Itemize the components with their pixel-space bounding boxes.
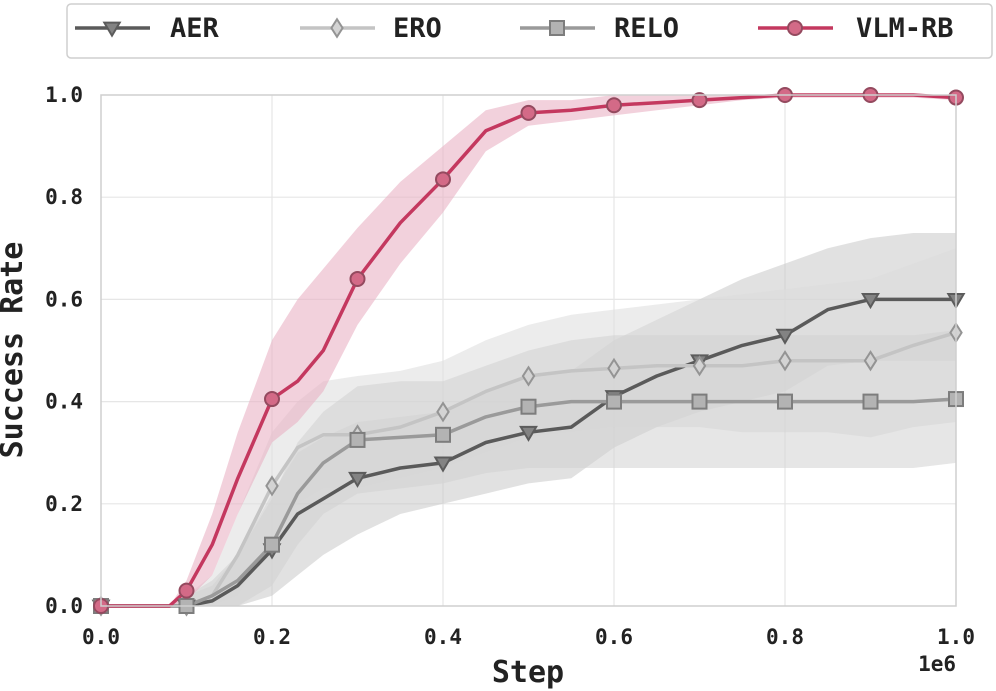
relo-marker: [435, 426, 451, 443]
legend-marker-vlm-rb: [787, 20, 803, 36]
legend-label-aer: AER: [170, 13, 220, 44]
legend-entry-aer: AER: [75, 13, 220, 44]
x-tick-label: 1.0: [937, 625, 975, 649]
vlm-rb-marker: [178, 582, 195, 599]
relo-marker: [264, 536, 280, 553]
y-tick-label: 0.6: [45, 287, 83, 311]
ero-marker: [436, 401, 450, 423]
y-tick-label: 0.8: [45, 185, 83, 209]
relo-confidence-band: [101, 330, 956, 606]
y-axis-label: Success Rate: [0, 242, 30, 459]
relo-marker: [862, 393, 879, 410]
plot-frame: [100, 94, 957, 607]
x-axis-label: Step: [492, 655, 564, 690]
legend: AER ERO RELO VLM-RB: [66, 3, 993, 59]
x-tick-label: 0.2: [253, 625, 291, 649]
ero-marker: [521, 365, 536, 387]
x-axis-multiplier: 1e6: [918, 652, 956, 676]
vlm-rb-marker: [435, 171, 451, 188]
legend-label-ero: ERO: [393, 13, 442, 44]
vlm-rb-marker: [691, 92, 708, 109]
relo-marker: [520, 398, 537, 415]
legend-marker-ero: [330, 17, 344, 39]
legend-label-vlm-rb: VLM-RB: [856, 13, 954, 44]
ero-marker: [692, 355, 707, 377]
ero-marker: [607, 357, 621, 379]
aer-marker: [348, 471, 367, 488]
vlm-rb-marker: [606, 97, 622, 114]
aer-marker: [519, 425, 538, 442]
aer-marker: [861, 293, 880, 310]
plot-area: [91, 87, 966, 617]
legend-entry-relo: RELO: [520, 13, 679, 44]
legend-label-relo: RELO: [614, 13, 679, 44]
ero-marker: [778, 350, 792, 372]
relo-marker: [349, 431, 366, 448]
ero-marker: [265, 475, 279, 497]
y-tick-label: 0.0: [45, 594, 83, 618]
aer-marker: [775, 328, 795, 345]
vlm-rb-confidence-band: [101, 95, 956, 606]
ero-marker: [863, 350, 878, 372]
vlm-rb-marker: [349, 270, 366, 287]
relo-marker: [606, 393, 622, 410]
legend-box: [66, 3, 993, 59]
legend-entry-vlm-rb: VLM-RB: [758, 13, 954, 44]
legend-marker-relo: [549, 20, 565, 36]
y-tick-label: 0.2: [45, 492, 83, 516]
relo-marker: [777, 393, 793, 410]
vlm-rb-marker: [520, 104, 537, 121]
legend-entry-ero: ERO: [300, 13, 442, 44]
x-tick-label: 0.6: [595, 625, 633, 649]
aer-marker: [433, 456, 453, 473]
x-tick-label: 0.4: [424, 625, 462, 649]
y-tick-label: 0.4: [45, 390, 83, 414]
vlm-rb-marker: [264, 391, 280, 408]
y-tick-label: 1.0: [45, 83, 83, 107]
x-tick-label: 0.0: [82, 625, 120, 649]
relo-marker: [691, 393, 708, 410]
legend-marker-aer: [102, 21, 122, 38]
x-tick-label: 0.8: [766, 625, 804, 649]
